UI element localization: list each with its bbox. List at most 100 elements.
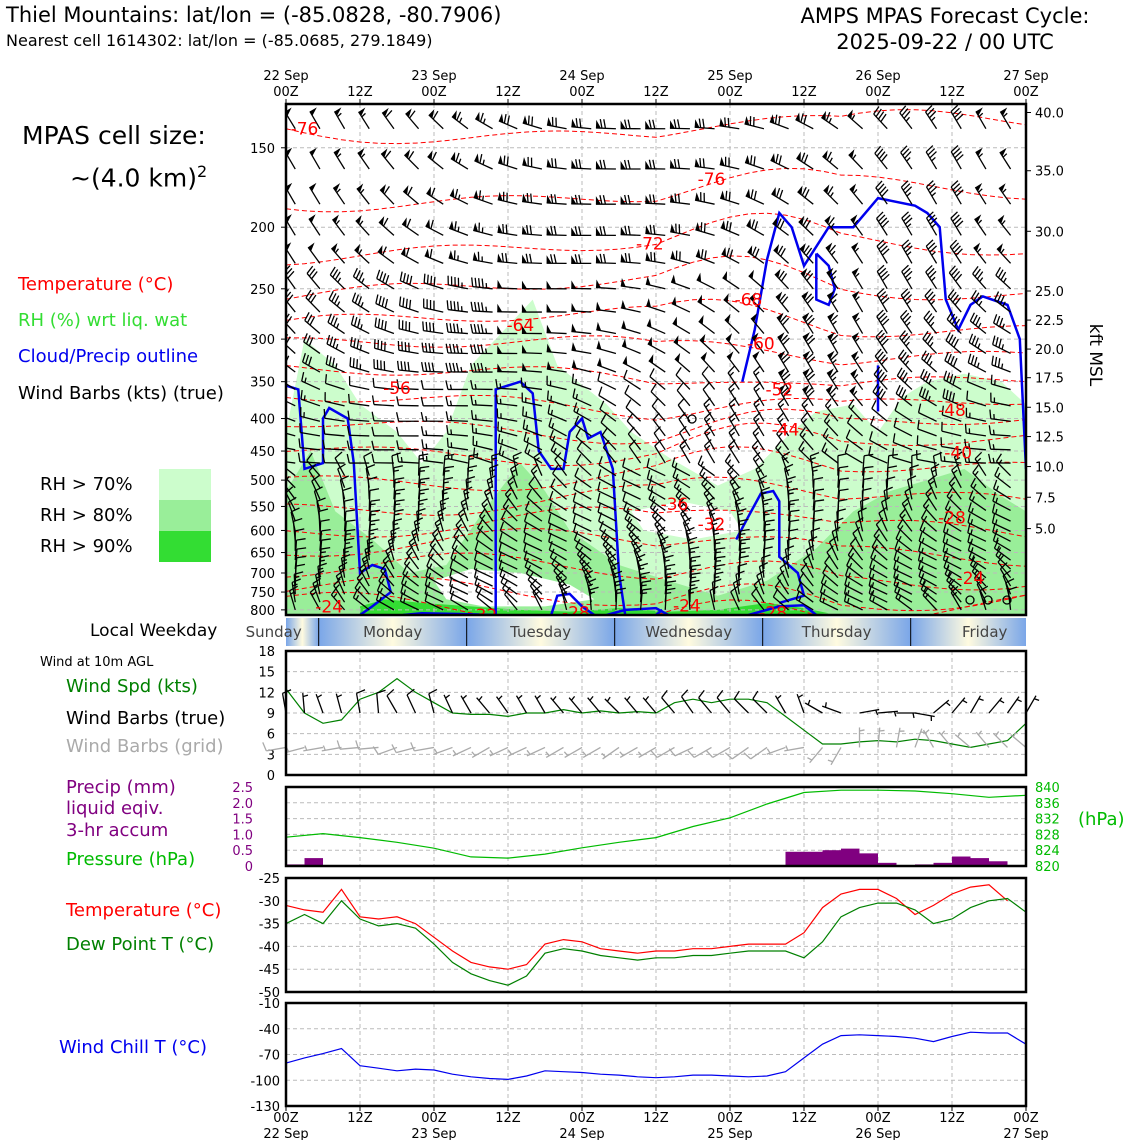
wind-barb-feather <box>448 362 453 373</box>
wind-barb-half <box>384 559 390 565</box>
wind-barb-feather <box>795 590 800 600</box>
wind-barb-feather <box>877 332 885 341</box>
wind-barb <box>620 252 641 265</box>
wind-barb-staff <box>596 329 617 335</box>
wind-barb-feather <box>395 488 405 492</box>
wind-barb-feather <box>846 414 853 424</box>
wind-barb-flag <box>286 107 292 116</box>
wind-barb-staff <box>575 547 592 561</box>
wind-barb-true <box>969 695 984 714</box>
wind-barb-staff <box>701 373 716 390</box>
wind-barb-staff <box>601 434 617 451</box>
wind-barb-feather <box>954 110 962 119</box>
wind-barb <box>992 314 1011 335</box>
weekday-band <box>614 618 763 646</box>
pressure-tick-label: 250 <box>250 283 275 298</box>
wind-barb-feather <box>479 112 484 122</box>
wind-barb-feather <box>992 314 998 324</box>
wind-barb-flag <box>597 357 602 367</box>
wind-barb-flag <box>774 268 781 278</box>
wind-barb-feather <box>691 564 701 567</box>
wind-barb-feather <box>954 151 962 159</box>
precip-panel-frame <box>284 785 1028 868</box>
wind-barb-feather <box>813 477 824 480</box>
wind-barb <box>922 587 938 611</box>
wind-barb <box>677 497 691 522</box>
wind-barb-feather <box>605 545 613 553</box>
wind-barb <box>670 223 691 236</box>
wind-barb <box>624 510 641 532</box>
wind-barb-flag <box>800 268 808 277</box>
wind-barb-feather <box>288 496 297 503</box>
top-hour-label: 12Z <box>791 85 817 100</box>
wind-barb-true <box>1025 695 1040 714</box>
wind-barb <box>752 350 765 373</box>
wind-barb-feather <box>652 159 656 169</box>
wind-barb <box>396 379 419 391</box>
wind-barb-feather <box>329 266 336 276</box>
wind-barb-staff <box>450 599 469 611</box>
wind-barb <box>546 280 567 290</box>
wind-barb-staff <box>596 347 617 355</box>
wind-barb-half <box>931 251 936 256</box>
wind-barb <box>969 312 987 335</box>
wind-barb-feather <box>727 365 735 374</box>
wind-barb-half <box>930 276 936 282</box>
wind-barb-feather <box>836 508 846 513</box>
precip-bar <box>804 851 823 866</box>
wind-barb-half <box>925 504 930 510</box>
wind-barb-feather <box>922 587 929 596</box>
wind-barb-feather <box>776 218 782 228</box>
wind-barb-feather <box>354 579 361 589</box>
wind-barb-staff <box>620 261 641 265</box>
wind-barb-feather <box>829 387 837 395</box>
wind-barb-staff <box>731 746 749 760</box>
wind-barb <box>621 338 641 355</box>
precip-tick-label: 1.5 <box>232 813 253 828</box>
wind-barb-half <box>947 571 951 577</box>
wind-barb <box>546 254 567 265</box>
kft-tick-label: 35.0 <box>1035 165 1064 180</box>
wind-barb-flag <box>802 384 810 394</box>
wind-barb <box>970 477 987 500</box>
wind-barb-feather <box>382 217 389 227</box>
wind-barb-flag <box>645 252 651 261</box>
wind-barb-staff <box>598 464 617 477</box>
wind-barb <box>750 313 765 334</box>
wind-barb-true <box>550 695 564 714</box>
wind-barb-staff <box>309 151 321 170</box>
wind-barb-feather <box>777 570 785 579</box>
wind-barb-grid <box>471 746 490 759</box>
wind-barb-feather <box>701 476 708 485</box>
legend-temperature: Temperature (°C) <box>18 274 174 295</box>
wind-barb-feather <box>463 486 473 492</box>
wind-barb-feather <box>805 334 814 342</box>
wind-barb-feather <box>489 464 499 469</box>
wind-barb-feather <box>657 526 666 533</box>
wind-barb-half <box>978 188 983 193</box>
wind-barb-feather <box>455 362 460 373</box>
wind-barb <box>327 313 345 335</box>
wind-barb <box>497 345 518 355</box>
wind-barb-feather <box>844 575 848 586</box>
wind-barb-feather <box>547 513 552 523</box>
wind-barb <box>322 439 345 451</box>
wind-barb-feather <box>775 153 779 164</box>
wind-barb <box>497 279 518 290</box>
wind-barb <box>748 269 765 290</box>
cell-size-line2: ~(4.0 km)2 <box>70 162 208 193</box>
wind-barb <box>371 426 394 437</box>
wind-barb-feather <box>325 355 329 365</box>
wind-barb-staff <box>266 746 287 752</box>
wind-barb-half <box>946 517 950 523</box>
wind-barb-flag <box>670 223 676 233</box>
forecast-cycle-line1: AMPS MPAS Forecast Cycle: <box>800 4 1090 28</box>
wind-barb-half <box>322 745 326 751</box>
wind-barb <box>300 389 321 407</box>
wind-barb-flag <box>596 321 602 331</box>
wind-barb-staff <box>808 540 814 561</box>
wind-barb-feather <box>384 321 387 331</box>
wind-barb-staff <box>598 520 617 532</box>
wind-barb-staff <box>324 417 345 422</box>
wind-barb-staff <box>883 490 888 511</box>
